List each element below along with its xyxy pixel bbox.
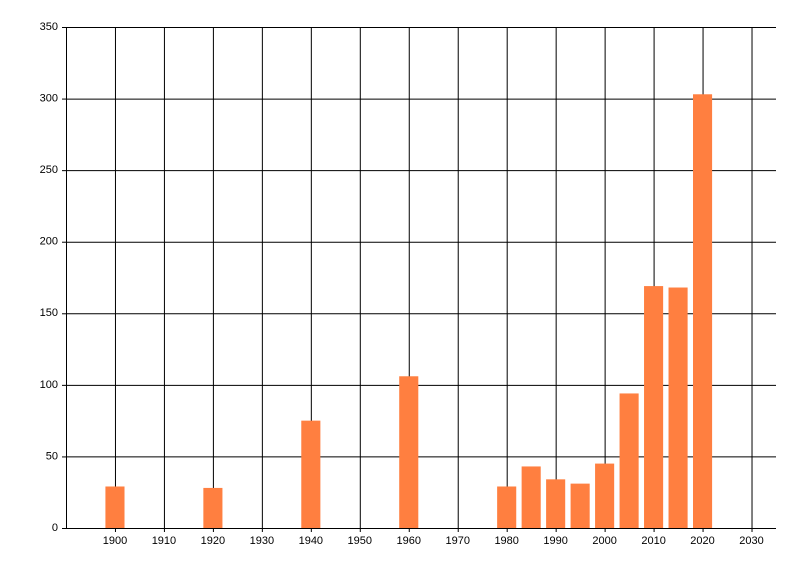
x-tick-label: 1900 — [103, 535, 127, 547]
bar — [301, 420, 321, 528]
bar — [570, 483, 590, 528]
bar — [644, 286, 664, 528]
bar — [693, 94, 713, 528]
bar — [668, 287, 688, 528]
y-tick-label: 0 — [52, 522, 58, 534]
bar — [105, 486, 125, 528]
bar — [399, 376, 419, 528]
bar — [595, 463, 615, 528]
y-tick-label: 100 — [40, 379, 58, 391]
x-tick-label: 2000 — [592, 535, 616, 547]
x-tick-label: 2030 — [739, 535, 763, 547]
x-tick-label: 1990 — [543, 535, 567, 547]
x-tick-label: 1930 — [250, 535, 274, 547]
x-tick-label: 1960 — [397, 535, 421, 547]
x-tick-label: 1920 — [201, 535, 225, 547]
x-tick-label: 2010 — [641, 535, 665, 547]
y-tick-label: 350 — [40, 21, 58, 33]
y-tick-label: 150 — [40, 307, 58, 319]
x-tick-label: 1980 — [494, 535, 518, 547]
x-tick-label: 2020 — [690, 535, 714, 547]
bar — [619, 393, 639, 528]
x-tick-label: 1910 — [152, 535, 176, 547]
bar — [203, 487, 223, 528]
bar — [521, 466, 541, 528]
y-tick-label: 300 — [40, 92, 58, 104]
y-tick-label: 50 — [46, 450, 58, 462]
bar — [497, 486, 517, 528]
x-tick-label: 1970 — [445, 535, 469, 547]
bar — [546, 479, 566, 528]
x-tick-label: 1940 — [299, 535, 323, 547]
y-tick-label: 250 — [40, 164, 58, 176]
y-tick-label: 200 — [40, 236, 58, 248]
x-tick-label: 1950 — [348, 535, 372, 547]
